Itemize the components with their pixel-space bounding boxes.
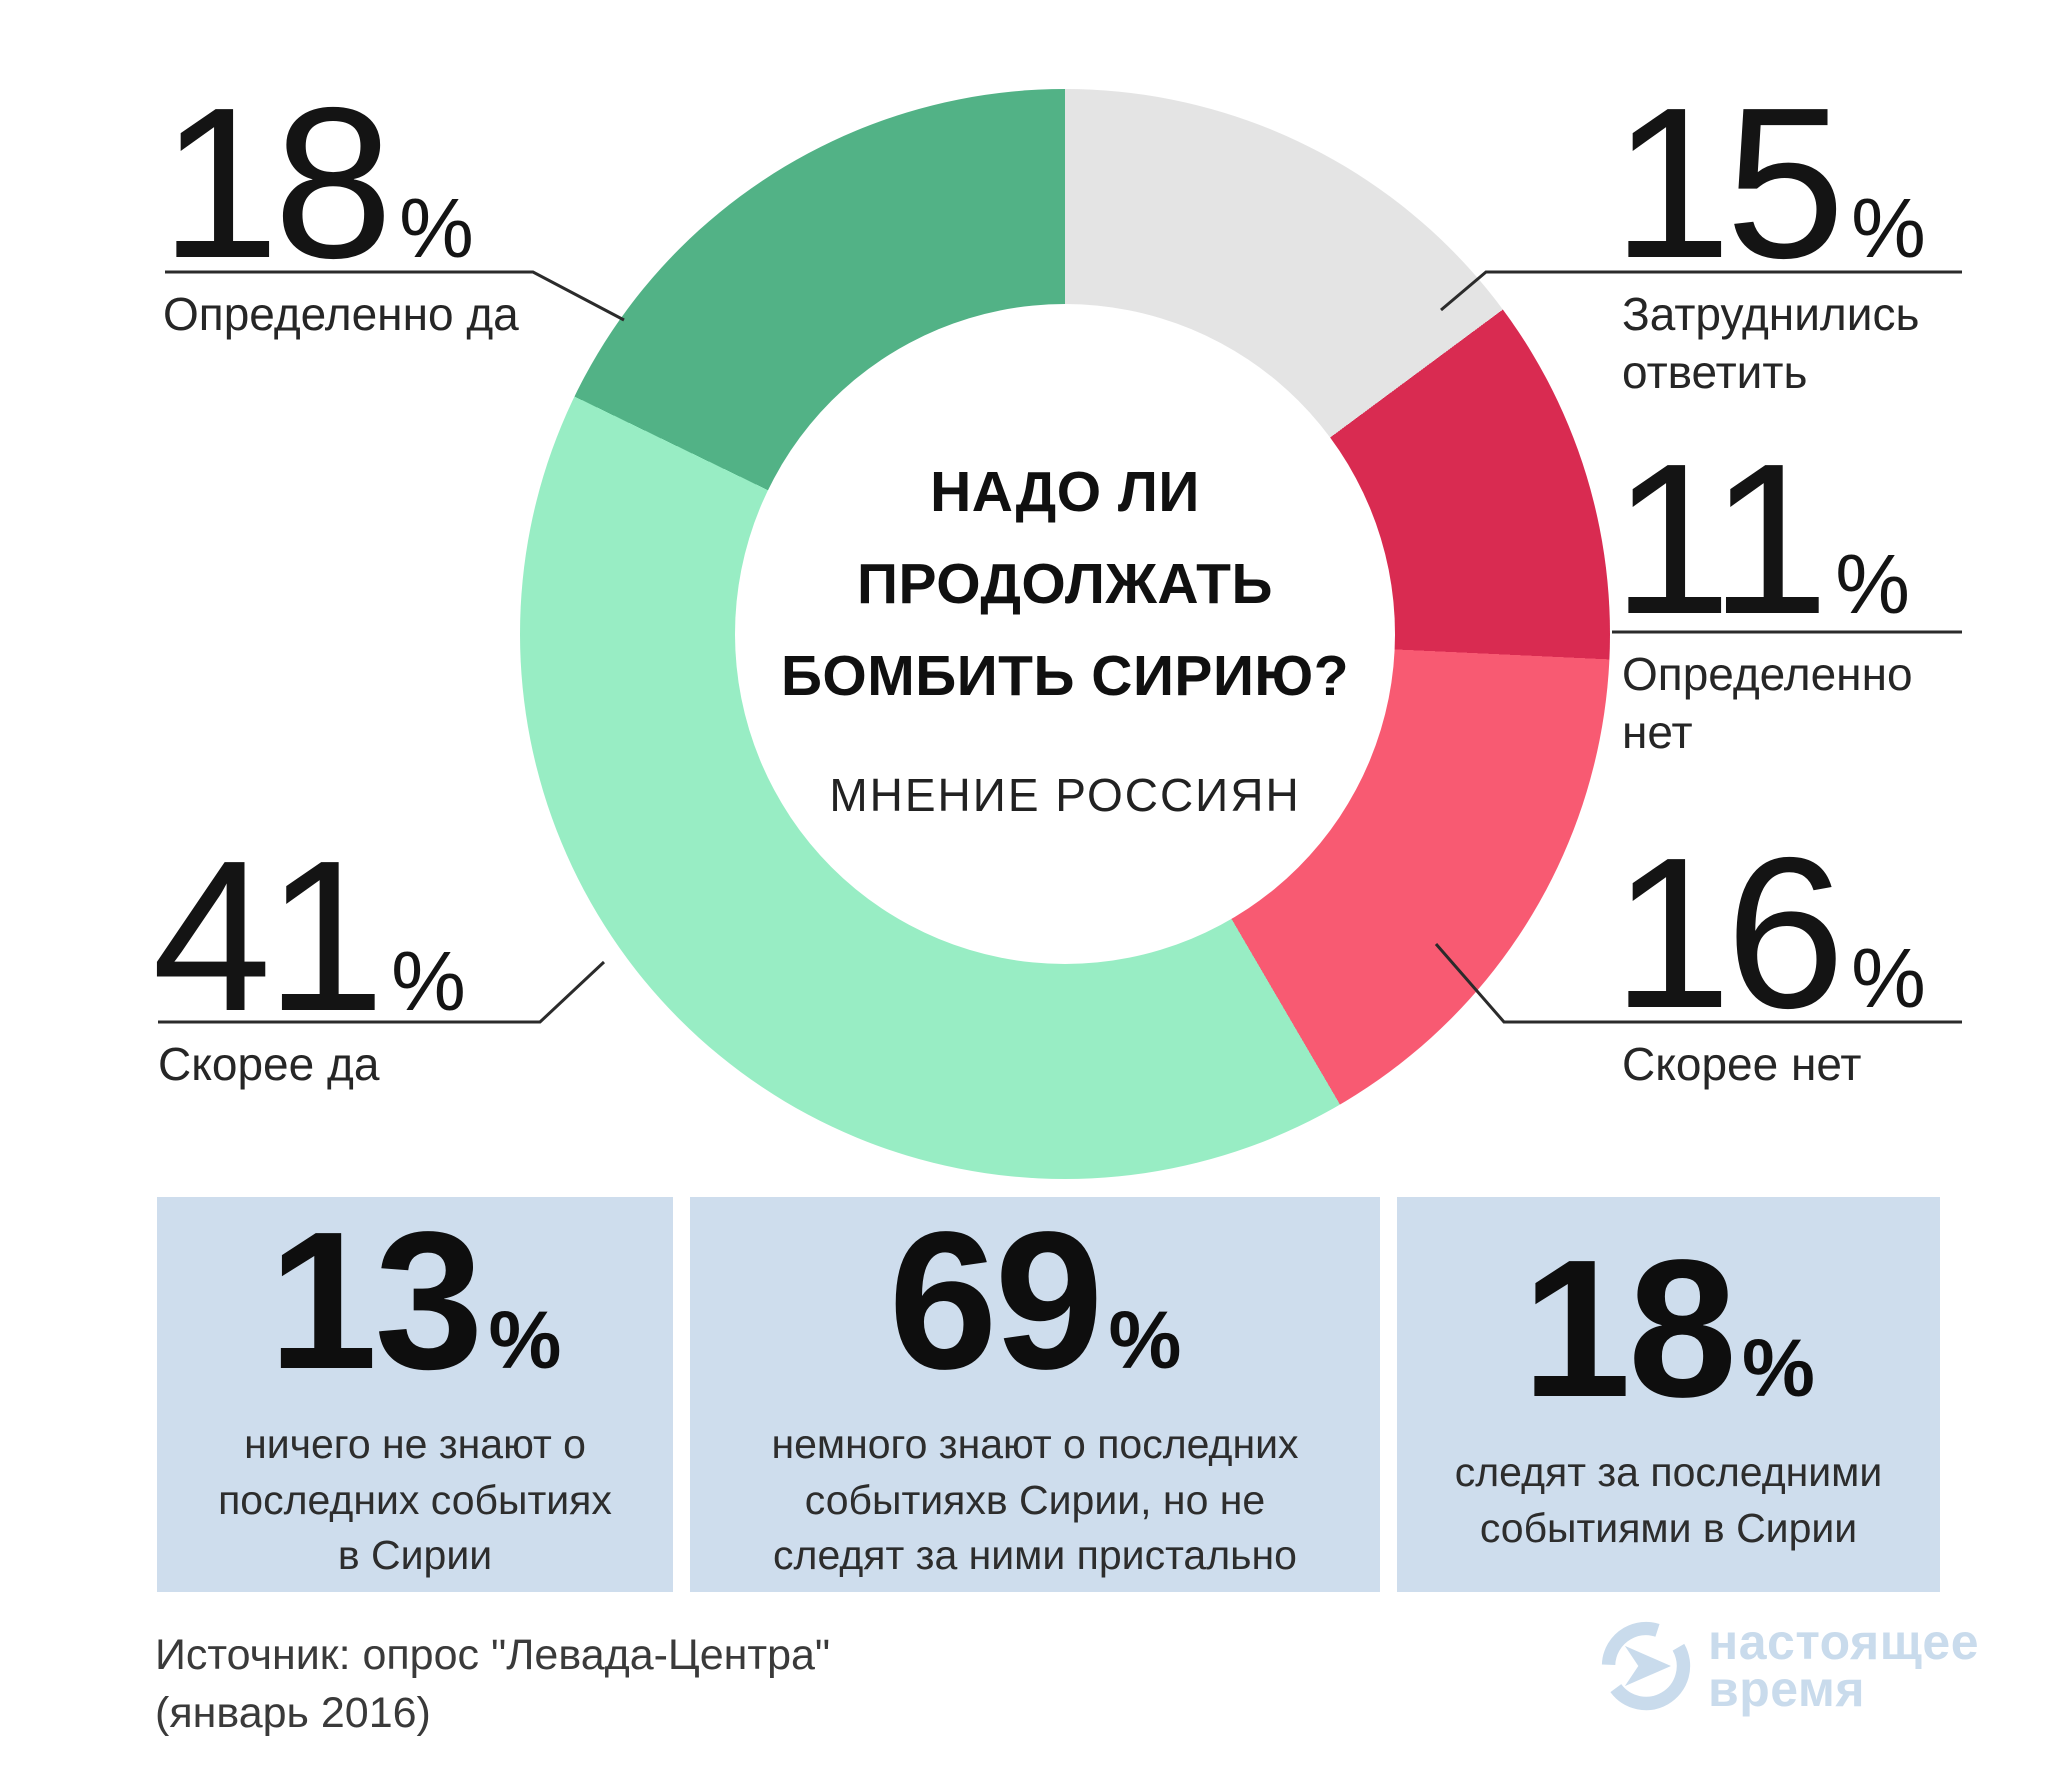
callout-label-definitely-no: Определенно нет bbox=[1622, 648, 1913, 758]
current-time-tv-logo-icon bbox=[1601, 1621, 1691, 1711]
brand-logo: настоящее время bbox=[1598, 1614, 1980, 1717]
stat-box-dont-know: 13% ничего не знают о последних событиях… bbox=[157, 1197, 673, 1592]
stat-box-know-little: 69% немного знают о последних событияхв … bbox=[690, 1197, 1380, 1592]
stat-box-follow-events: 18% следят за последними событиями в Сир… bbox=[1397, 1197, 1940, 1592]
percent-sign: % bbox=[1851, 181, 1926, 275]
callout-label-difficult: Затруднились ответить bbox=[1622, 288, 1920, 398]
percent-sign: % bbox=[488, 1294, 562, 1386]
value-rather-yes: 41 bbox=[152, 815, 385, 1056]
brand-logo-text: настоящее время bbox=[1708, 1614, 1980, 1717]
callout-label-rather-no: Скорее нет bbox=[1622, 1038, 1862, 1090]
donut-center: НАДО ЛИ ПРОДОЛЖАТЬ БОМБИТЬ СИРИЮ? МНЕНИЕ… bbox=[735, 304, 1395, 964]
callout-value-definitely-yes: 18% bbox=[160, 75, 474, 290]
callout-value-rather-yes: 41% bbox=[152, 828, 466, 1043]
callout-value-difficult: 15% bbox=[1612, 75, 1926, 290]
stat-description: ничего не знают о последних событиях в С… bbox=[218, 1420, 612, 1579]
stat-description: немного знают о последних событияхв Сири… bbox=[771, 1420, 1299, 1579]
percent-sign: % bbox=[1108, 1294, 1182, 1386]
percent-sign: % bbox=[391, 934, 466, 1028]
chart-subtitle: МНЕНИЕ РОССИЯН bbox=[829, 769, 1301, 822]
value-difficult: 15 bbox=[1612, 62, 1845, 303]
stat-description: следят за последними событиями в Сирии bbox=[1454, 1448, 1883, 1551]
callout-value-rather-no: 16% bbox=[1612, 825, 1926, 1040]
percent-sign: % bbox=[399, 181, 474, 275]
percent-sign: % bbox=[1835, 537, 1910, 631]
percent-sign: % bbox=[1851, 931, 1926, 1025]
stat-value: 18% bbox=[1522, 1230, 1815, 1426]
chart-title: НАДО ЛИ ПРОДОЛЖАТЬ БОМБИТЬ СИРИЮ? bbox=[780, 459, 1350, 709]
source-note: Источник: опрос "Левада-Центра" (январь … bbox=[155, 1631, 831, 1738]
callout-label-rather-yes: Скорее да bbox=[158, 1038, 380, 1090]
percent-sign: % bbox=[1742, 1322, 1815, 1414]
stat-value: 13% bbox=[269, 1202, 562, 1398]
value-definitely-yes: 18 bbox=[160, 62, 393, 303]
value-follow-events: 18 bbox=[1522, 1218, 1737, 1438]
value-dont-know: 13 bbox=[268, 1190, 484, 1410]
value-rather-no: 16 bbox=[1612, 812, 1845, 1053]
stat-value: 69% bbox=[889, 1202, 1182, 1398]
value-know-little: 69 bbox=[888, 1190, 1104, 1410]
callout-label-definitely-yes: Определенно да bbox=[163, 288, 519, 340]
value-definitely-no: 11 bbox=[1612, 418, 1829, 659]
callout-value-definitely-no: 11% bbox=[1612, 431, 1910, 646]
